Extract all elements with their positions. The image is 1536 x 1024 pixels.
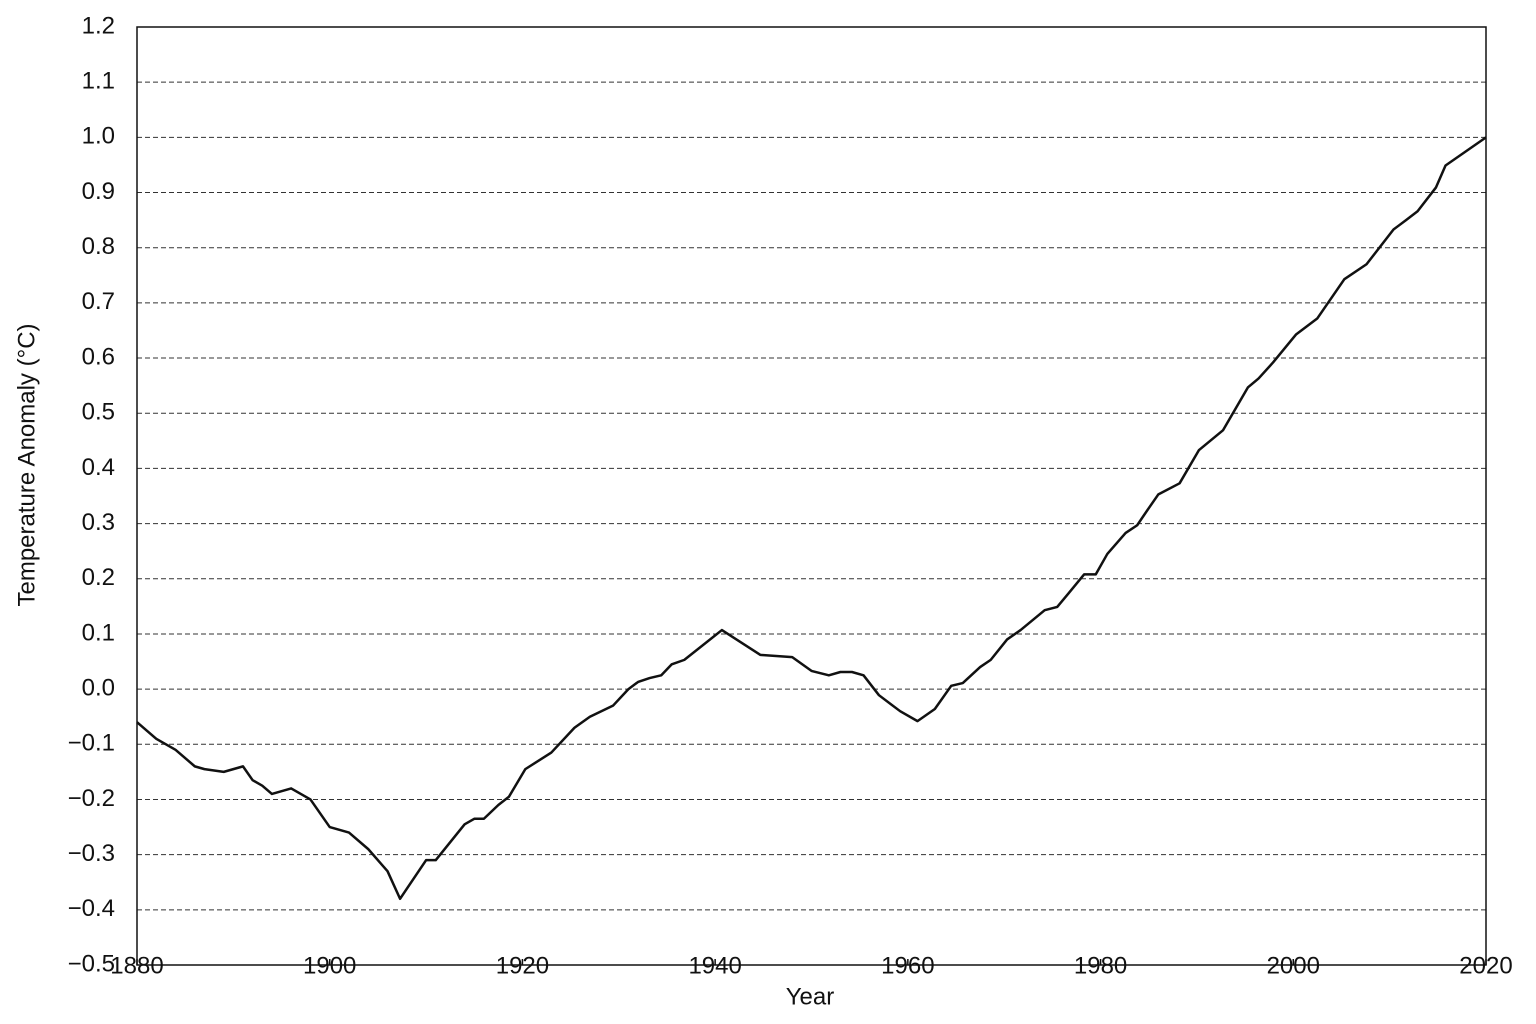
y-tick-label: 0.8 [82, 233, 115, 260]
y-tick-label: −0.4 [68, 895, 115, 922]
y-tick-label: 0.9 [82, 178, 115, 205]
y-axis-label: Temperature Anomaly (°C) [13, 323, 40, 606]
y-tick-label: −0.1 [68, 730, 115, 757]
x-tick-label: 1900 [303, 952, 356, 979]
y-tick-label: −0.2 [68, 785, 115, 812]
x-tick-label: 1980 [1074, 952, 1127, 979]
y-tick-label: 0.1 [82, 619, 115, 646]
data-line [136, 136, 1487, 901]
y-tick-label: −0.5 [68, 950, 115, 977]
y-tick-label: 1.2 [82, 12, 115, 39]
x-tick-label: 1960 [881, 952, 934, 979]
y-tick-label: 0.6 [82, 343, 115, 370]
x-tick-label: 1940 [688, 952, 741, 979]
x-tick-label: 1920 [496, 952, 549, 979]
y-tick-label: −0.3 [68, 840, 115, 867]
y-tick-label: 1.1 [82, 68, 115, 95]
y-tick-label: 0.7 [82, 288, 115, 315]
y-tick-label: 1.0 [82, 123, 115, 150]
y-tick-label: 0.3 [82, 509, 115, 536]
x-axis-label: Year [786, 983, 835, 1010]
plot-frame [136, 26, 1487, 966]
y-tick-label: 0.0 [82, 674, 115, 701]
x-tick-label: 2000 [1267, 952, 1320, 979]
y-tick-label: 0.2 [82, 564, 115, 591]
y-tick-label: 0.4 [82, 454, 115, 481]
y-tick-label: 0.5 [82, 399, 115, 426]
